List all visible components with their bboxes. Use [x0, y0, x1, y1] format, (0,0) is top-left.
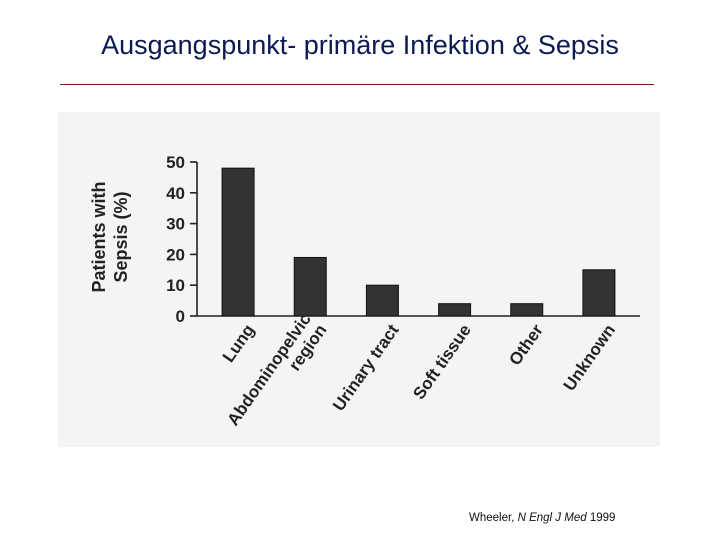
x-tick-label: Unknown: [560, 321, 619, 395]
bar: [293, 256, 327, 317]
bar: [438, 303, 472, 317]
y-tick-label: 50: [166, 153, 185, 172]
x-tick-label-line: Urinary tract: [329, 321, 403, 415]
x-tick-label: Soft tissue: [409, 321, 474, 403]
y-tick-label: 10: [166, 276, 185, 295]
y-tick-label: 0: [176, 307, 185, 326]
citation: Wheeler, N Engl J Med 1999: [469, 512, 615, 524]
x-tick-label: Lung: [219, 321, 258, 366]
bar: [221, 167, 255, 317]
y-axis-label-line2: Sepsis (%): [111, 191, 131, 282]
x-tick-label-line: Lung: [219, 321, 258, 366]
x-tick-label-line: Other: [505, 321, 547, 369]
citation-author: Wheeler,: [469, 512, 515, 524]
bars: [221, 167, 616, 317]
citation-year: 1999: [589, 512, 616, 524]
x-tick-label-line: Soft tissue: [409, 321, 474, 403]
x-tick-label: Other: [505, 321, 547, 369]
x-tick-label-line: Unknown: [560, 321, 619, 395]
title-divider: [60, 84, 654, 85]
citation-journal: N Engl J Med: [517, 512, 587, 524]
bar: [582, 269, 616, 317]
chart-panel: [58, 112, 660, 447]
y-ticks: 0 10 20 30 40 50: [166, 153, 197, 326]
axes: [196, 162, 640, 317]
y-axis-label-line1: Patients with: [89, 181, 109, 292]
slide-title: Ausgangspunkt- primäre Infektion & Sepsi…: [101, 30, 619, 60]
y-tick-label: 30: [166, 215, 185, 234]
x-tick-label: Urinary tract: [329, 321, 403, 415]
bar: [510, 303, 544, 317]
y-axis-label: Patients with Sepsis (%): [89, 181, 131, 292]
y-tick-label: 20: [166, 245, 185, 264]
bar: [365, 284, 399, 317]
y-tick-label: 40: [166, 184, 185, 203]
